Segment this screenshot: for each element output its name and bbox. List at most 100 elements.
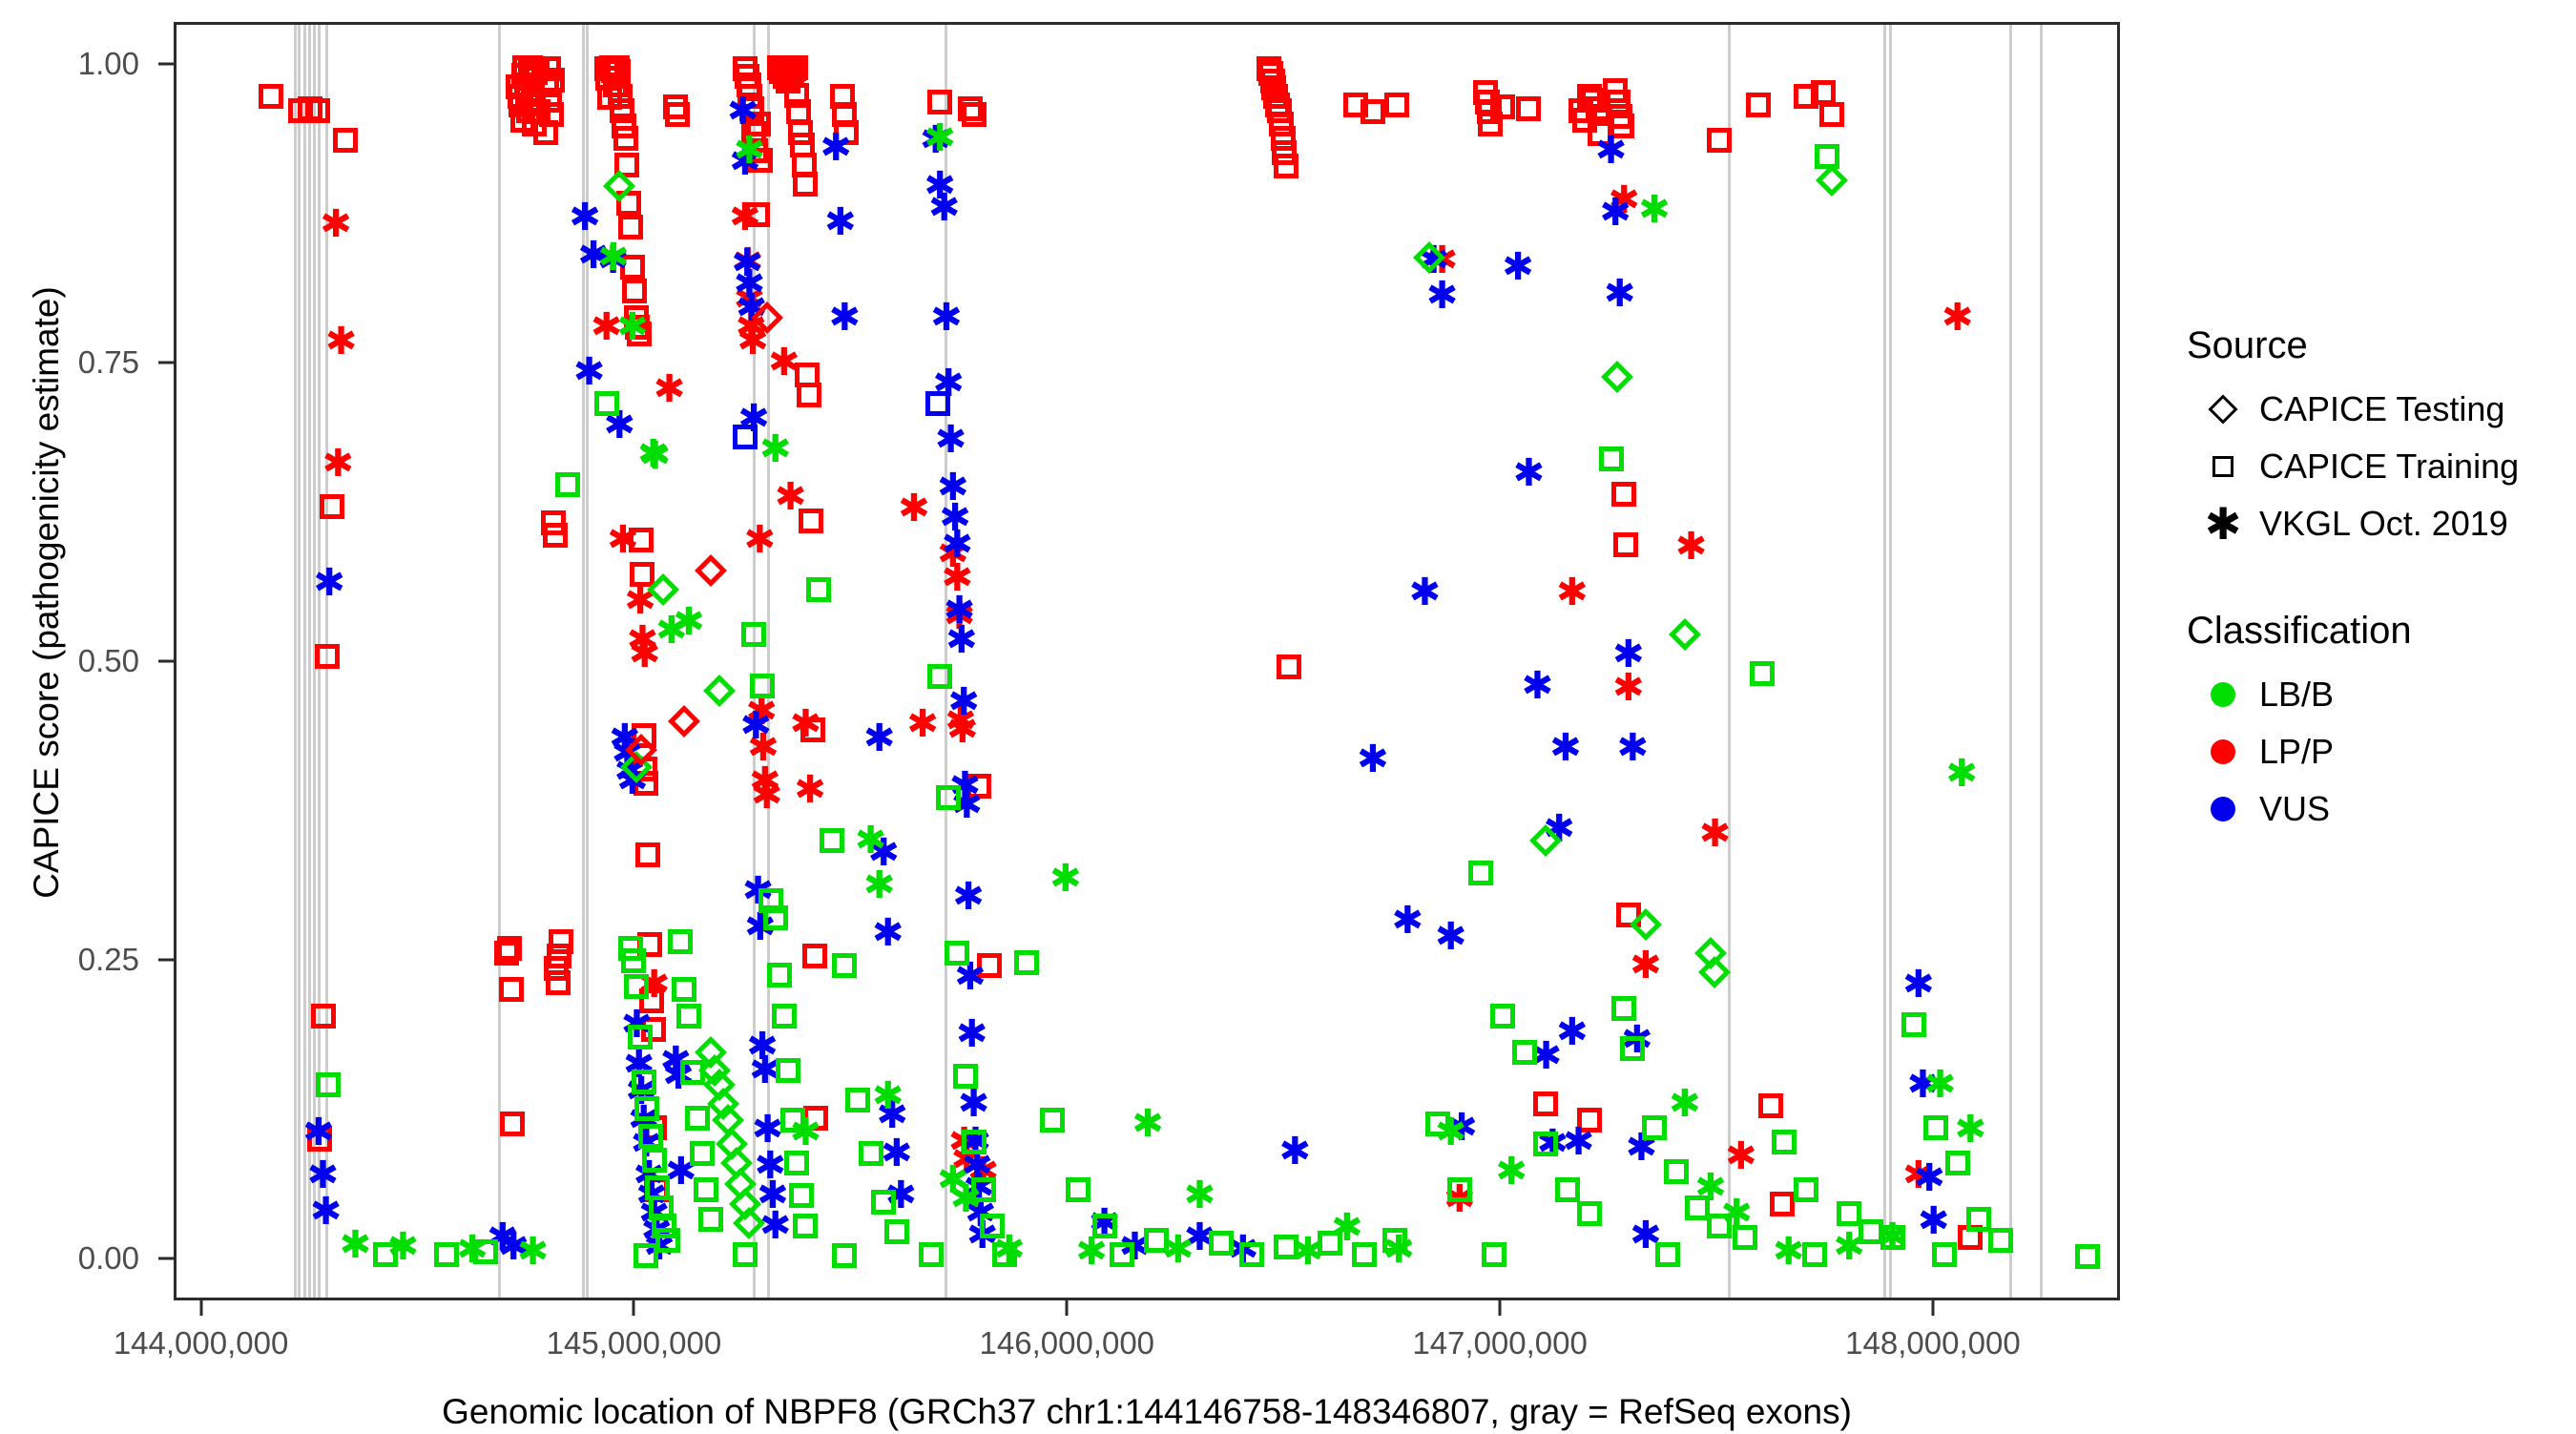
data-point: ✱ <box>1391 899 1423 944</box>
data-point: ✱ <box>636 431 670 476</box>
data-point <box>1581 87 1607 113</box>
data-point <box>1511 1040 1537 1065</box>
data-point <box>1772 1129 1797 1154</box>
data-point <box>962 1129 987 1154</box>
legend-item-capice-training[interactable]: CAPICE Training <box>2187 438 2568 495</box>
data-point <box>515 81 541 107</box>
data-point: ✱ <box>735 304 767 349</box>
data-point: ✱ <box>569 195 601 239</box>
data-point <box>936 785 962 811</box>
y-tick-label: 0.75 <box>77 343 139 380</box>
data-point: ✱ <box>745 690 778 735</box>
data-point: ✱ <box>1555 570 1589 614</box>
data-point: ✱ <box>963 1165 995 1210</box>
data-point: ✱ <box>456 1227 488 1272</box>
data-point: ✱ <box>1902 962 1935 1007</box>
data-point <box>977 952 1003 978</box>
data-point <box>791 152 817 177</box>
x-tick-label: 145,000,000 <box>546 1325 722 1361</box>
data-point <box>1944 1151 1970 1176</box>
data-point <box>732 1241 758 1267</box>
data-point <box>801 943 827 968</box>
data-point <box>631 723 656 749</box>
data-point: ✱ <box>927 185 961 230</box>
exon-line <box>2009 25 2013 1298</box>
data-point <box>1598 446 1624 471</box>
data-point: ✱ <box>1621 1018 1653 1063</box>
data-point <box>737 84 763 110</box>
data-point <box>1274 1235 1299 1260</box>
data-point <box>1468 861 1494 886</box>
data-point: ✱ <box>313 560 345 605</box>
legend-item-lpp[interactable]: LP/P <box>2187 723 2568 780</box>
legend-classification: Classification LB/B LP/P VUS <box>2187 610 2568 838</box>
data-point: ✱ <box>643 1225 675 1270</box>
data-point <box>1274 153 1299 178</box>
data-point: ✱ <box>1917 1198 1950 1243</box>
data-point <box>733 1207 766 1240</box>
data-point: ✱ <box>1292 1230 1324 1275</box>
data-point <box>310 1004 336 1029</box>
data-point <box>630 562 655 588</box>
data-point: ✱ <box>966 1213 999 1257</box>
legend-item-vus[interactable]: VUS <box>2187 780 2568 838</box>
legend-item-lbb[interactable]: LB/B <box>2187 666 2568 723</box>
data-point <box>945 941 970 966</box>
data-point <box>1066 1177 1091 1203</box>
data-point: ✱ <box>625 1070 657 1114</box>
data-point <box>1769 1192 1795 1217</box>
data-point <box>758 887 784 913</box>
data-point <box>599 55 625 81</box>
data-point <box>1261 75 1287 101</box>
data-point <box>750 673 776 698</box>
data-point <box>634 1095 660 1121</box>
data-point <box>734 63 759 89</box>
data-point: ✱ <box>862 862 896 907</box>
data-point <box>297 95 322 121</box>
data-point <box>858 1141 883 1167</box>
data-point <box>1268 111 1294 136</box>
data-point: ✱ <box>608 716 641 760</box>
data-point: ✱ <box>516 1230 550 1275</box>
legend-item-vkgl[interactable]: ✱ VKGL Oct. 2019 <box>2187 495 2568 552</box>
data-point: ✱ <box>754 1143 786 1188</box>
data-point: ✱ <box>898 487 930 531</box>
data-point: ✱ <box>954 955 987 1000</box>
data-point <box>619 255 645 281</box>
data-point: ✱ <box>620 1003 654 1048</box>
data-point <box>779 60 804 86</box>
data-point <box>333 128 359 154</box>
data-point: ✱ <box>1417 238 1450 282</box>
data-point: ✱ <box>1638 188 1671 233</box>
red-dot-icon <box>2187 739 2259 764</box>
data-point: ✱ <box>1941 295 1974 340</box>
data-point: ✱ <box>1698 811 1732 856</box>
data-point <box>800 717 825 742</box>
data-point: ✱ <box>1132 1102 1164 1147</box>
data-point <box>1613 531 1639 557</box>
data-point <box>1629 908 1662 941</box>
data-point: ✱ <box>794 767 826 812</box>
legend-item-capice-testing[interactable]: CAPICE Testing <box>2187 381 2568 438</box>
data-point: ✱ <box>640 1208 674 1253</box>
data-point: ✱ <box>737 397 770 442</box>
data-point: ✱ <box>823 199 857 244</box>
data-point: ✱ <box>943 588 976 633</box>
data-point: ✱ <box>1594 128 1628 173</box>
data-point <box>628 527 654 552</box>
data-point <box>543 522 569 548</box>
data-point <box>620 947 646 973</box>
data-point: ✱ <box>637 1192 671 1237</box>
data-point: ✱ <box>1425 238 1459 282</box>
data-point <box>610 98 634 124</box>
data-point: ✱ <box>733 128 766 173</box>
data-point <box>1816 163 1848 197</box>
data-point <box>1529 824 1563 858</box>
data-point <box>373 1241 399 1267</box>
data-point <box>1793 84 1818 110</box>
data-point <box>1568 98 1593 124</box>
data-point <box>1533 1132 1559 1157</box>
exon-line <box>2039 25 2043 1298</box>
x-tick-label: 144,000,000 <box>113 1325 289 1361</box>
data-point <box>786 99 812 125</box>
